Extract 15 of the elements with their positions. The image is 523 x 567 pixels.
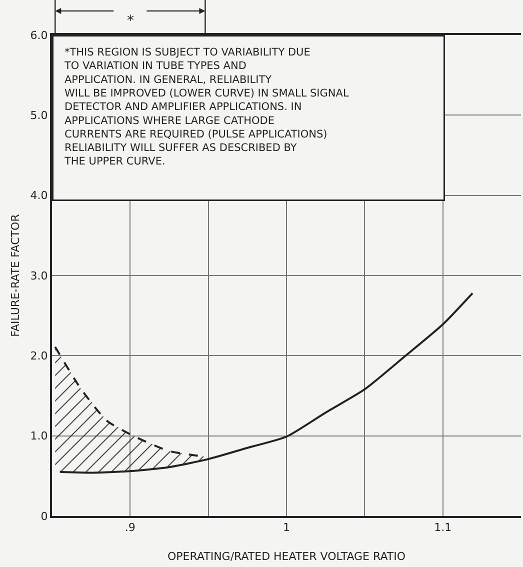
- text: *: [127, 13, 134, 29]
- line-series: [58, 292, 474, 474]
- y-tick-label: 5.0: [30, 109, 48, 122]
- x-axis-title: OPERATING/RATED HEATER VOLTAGE RATIO: [168, 550, 406, 563]
- y-tick-label: 2.0: [30, 350, 48, 363]
- x-tick-label: .9: [124, 521, 136, 534]
- y-tick-label: 3.0: [30, 269, 48, 282]
- note-box: *THIS REGION IS SUBJECT TO VARIABILITY DUE TO VARIATION IN TUBE TYPES AND APPLICATION. IN GENERAL, RELIABILITY WILL BE IMPROVED (LOWER CURVE) IN SMALL SIGNAL DETECTOR AND AMPLIFIER APPLICATIONS. IN APPLICATIONS WHERE LARGE CATHODE CURRENTS ARE REQUIRED (PULSE APPLICATIONS) RELIABILITY WILL SUFFER AS DESCRIBED BY THE UPPER CURVE.: [52, 35, 445, 201]
- y-tick-label: 6.0: [30, 28, 48, 42]
- y-tick-label: 0: [40, 510, 48, 523]
- x-tick-label: 1: [283, 521, 290, 534]
- y-axis-title: FAILURE-RATE FACTOR: [9, 214, 22, 337]
- y-tick-label: 1.0: [30, 430, 48, 443]
- x-tick-label: 1.1: [434, 521, 452, 534]
- y-tick-label: 4.0: [30, 189, 48, 202]
